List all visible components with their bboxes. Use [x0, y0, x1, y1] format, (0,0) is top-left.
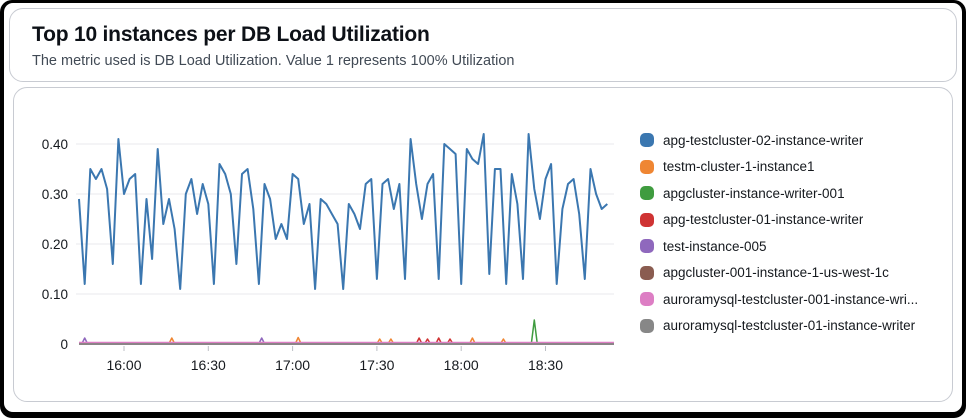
chart-title: Top 10 instances per DB Load Utilization: [32, 23, 430, 46]
legend-swatch-icon: [640, 292, 654, 306]
legend-label: apgcluster-001-instance-1-us-west-1c: [663, 265, 889, 280]
series-line-2: [79, 319, 614, 345]
legend-swatch-icon: [640, 133, 654, 147]
legend-swatch-icon: [640, 318, 654, 333]
legend-item-7[interactable]: auroramysql-testcluster-01-instance-writ…: [640, 318, 952, 333]
chart-svg: 0 0.10 0.20 0.30 0.40 16:00 16:30 17:00 17:30 18:…: [42, 133, 614, 373]
legend: apg-testcluster-02-instance-writer testm-…: [640, 133, 952, 345]
x-tick-label: 18:00: [444, 357, 479, 373]
legend-item-4[interactable]: test-instance-005: [640, 238, 952, 254]
legend-label: testm-cluster-1-instance1: [663, 159, 815, 174]
legend-label: apgcluster-instance-writer-001: [663, 185, 845, 201]
title-card: Top 10 instances per DB Load Utilization…: [9, 8, 957, 82]
legend-swatch-icon: [640, 212, 654, 227]
y-tick-label: 0: [60, 337, 68, 352]
widget-body: Top 10 instances per DB Load Utilization…: [4, 3, 962, 412]
legend-label: apg-testcluster-02-instance-writer: [663, 132, 864, 148]
series-line-0: [78, 133, 608, 290]
legend-item-1[interactable]: testm-cluster-1-instance1: [640, 159, 952, 174]
legend-item-2[interactable]: apgcluster-instance-writer-001: [640, 185, 952, 201]
legend-item-6[interactable]: auroramysql-testcluster-001-instance-wri…: [640, 291, 952, 307]
legend-swatch-icon: [640, 159, 654, 174]
legend-item-3[interactable]: apg-testcluster-01-instance-writer: [640, 212, 952, 227]
x-tick-label: 17:30: [359, 357, 394, 373]
legend-swatch-icon: [640, 186, 654, 200]
legend-item-5[interactable]: apgcluster-001-instance-1-us-west-1c: [640, 265, 952, 280]
legend-label: test-instance-005: [663, 238, 767, 254]
y-tick-label: 0.30: [42, 187, 68, 202]
y-tick-label: 0.10: [42, 287, 68, 302]
x-tick-label: 16:30: [191, 357, 226, 373]
legend-item-0[interactable]: apg-testcluster-02-instance-writer: [640, 132, 952, 148]
legend-label: auroramysql-testcluster-01-instance-writ…: [663, 318, 916, 333]
legend-label: auroramysql-testcluster-001-instance-wri…: [663, 291, 919, 307]
legend-swatch-icon: [640, 239, 654, 253]
x-tick-label: 16:00: [106, 357, 141, 373]
legend-label: apg-testcluster-01-instance-writer: [663, 212, 864, 227]
x-tick-label: 18:30: [528, 357, 563, 373]
x-tick-label: 17:00: [275, 357, 310, 373]
y-tick-label: 0.20: [42, 237, 68, 252]
y-tick-label: 0.40: [42, 137, 68, 152]
legend-swatch-icon: [640, 265, 654, 280]
chart-subtitle: The metric used is DB Load Utilization. …: [32, 53, 515, 69]
chart-card: 0 0.10 0.20 0.30 0.40 16:00 16:30 17:00 17:30 18:…: [13, 87, 953, 402]
